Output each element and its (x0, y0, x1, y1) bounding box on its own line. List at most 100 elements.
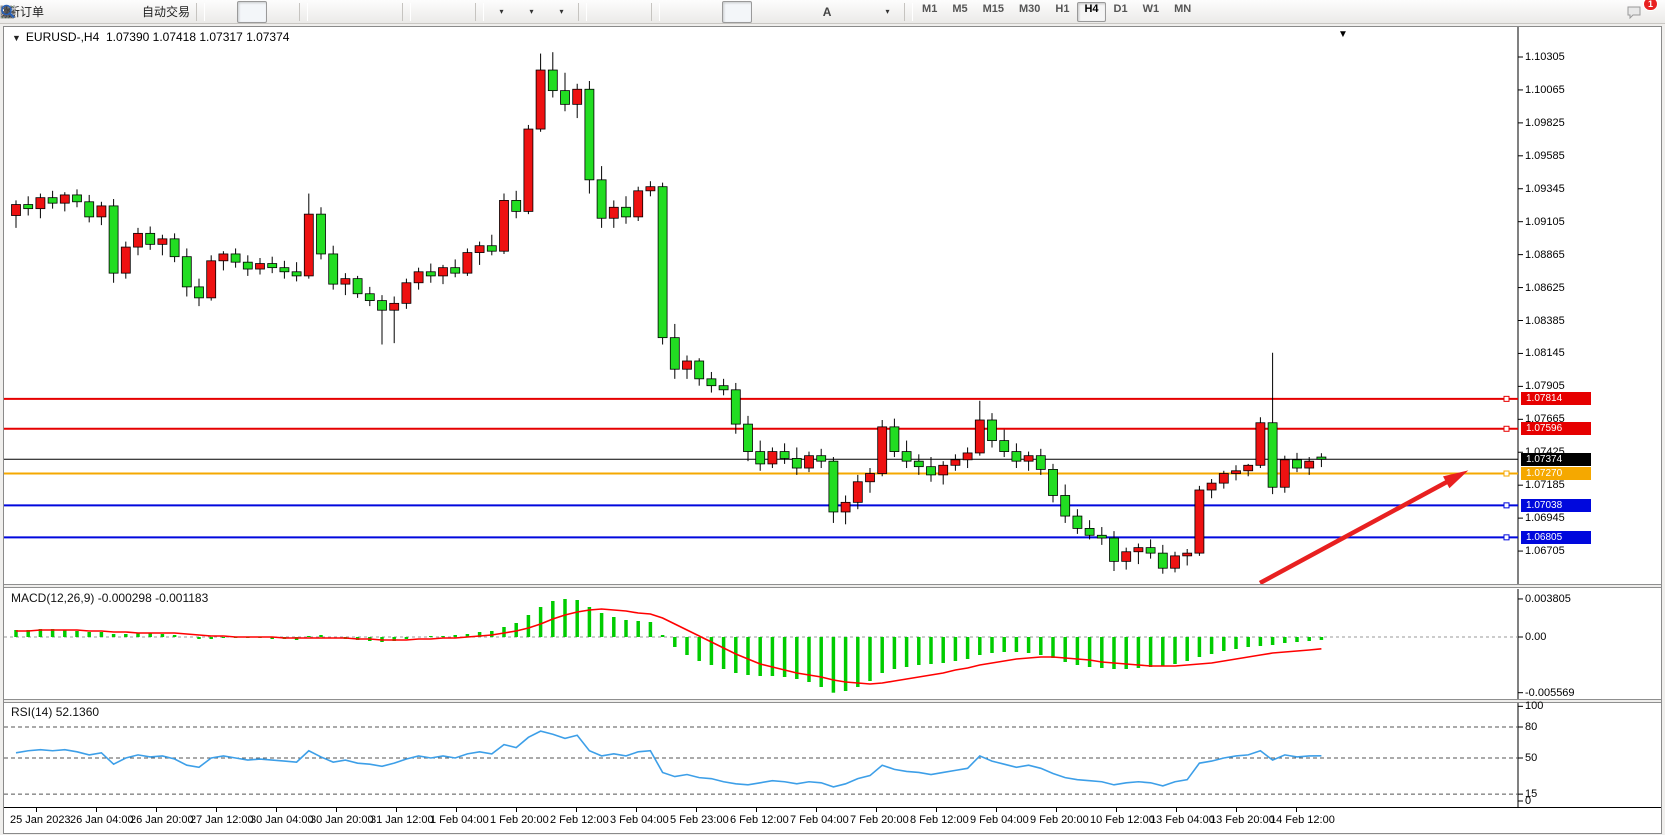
time-axis-tick (936, 808, 937, 812)
time-axis-tick (156, 808, 157, 812)
time-axis-tick (276, 808, 277, 812)
price-level-tag: 1.07270 (1521, 467, 1591, 481)
rsi-line (15, 730, 1322, 788)
macd-value: -0.000298 (97, 591, 152, 605)
time-axis-label: 30 Jan 20:00 (310, 814, 374, 826)
price-tick-label: 1.08145 (1525, 347, 1565, 360)
arrows-button[interactable]: ▾ (2, 1, 902, 23)
time-axis-label: 8 Feb 12:00 (910, 814, 969, 826)
trendline-button[interactable] (1, 0, 753, 23)
price-tick-label: 1.08385 (1525, 314, 1565, 327)
horizontal-line-button[interactable] (1, 1, 722, 23)
chart-shift-marker[interactable]: ▼ (1338, 29, 1348, 40)
line-handle[interactable] (1503, 470, 1510, 477)
timeframe-m15-button[interactable]: M15 (982, 2, 1004, 15)
text-label-button[interactable]: T (0, 1, 872, 23)
time-axis-tick (1056, 808, 1057, 812)
cursor-button[interactable] (4, 1, 619, 23)
auto-scroll-button[interactable] (1, 1, 443, 23)
metaquotes-button[interactable] (1, 1, 78, 23)
time-axis-label: 2 Feb 12:00 (550, 814, 609, 826)
macd-tick-label: -0.005569 (1525, 686, 1575, 699)
time-axis-tick (1116, 808, 1117, 812)
tile-windows-button[interactable] (1, 1, 400, 23)
line-handle[interactable] (1503, 502, 1510, 509)
time-axis-tick (336, 808, 337, 812)
autotrading-button[interactable]: 自动交易 (0, 1, 194, 23)
price-level-tag: 1.07596 (1521, 422, 1591, 436)
price-tick-label: 1.07185 (1525, 479, 1565, 492)
macd-label: MACD(12,26,9) -0.000298 -0.001183 (11, 591, 209, 605)
timeframe-m5-button[interactable]: M5 (952, 2, 968, 15)
chart-window: ▼ EURUSD-,H4 1.07390 1.07418 1.07317 1.07… (3, 26, 1662, 834)
timeframe-h1-button[interactable]: H1 (1055, 2, 1070, 15)
price-tick-label: 1.10065 (1525, 83, 1565, 96)
time-axis-label: 7 Feb 20:00 (850, 814, 909, 826)
chart-shift-button[interactable] (1, 1, 473, 23)
time-axis-label: 1 Feb 20:00 (490, 814, 549, 826)
time-axis-tick (516, 808, 517, 812)
price-tick-label: 1.09825 (1525, 116, 1565, 129)
time-axis-tick (636, 808, 637, 812)
rsi-tick-label: 15 (1525, 788, 1538, 801)
price-tick-label: 1.09345 (1525, 182, 1565, 195)
toolbar-separator (402, 2, 412, 21)
time-axis-label: 25 Jan 2023 (10, 814, 71, 826)
dropdown-arrow: ▾ (499, 7, 504, 16)
line-handle[interactable] (1503, 395, 1510, 402)
zoom-in-button[interactable] (1, 1, 340, 23)
svg-text:T: T (5, 7, 11, 17)
time-axis[interactable]: 25 Jan 2023 26 Jan 04:00 26 Jan 20:00 27 Ja… (4, 807, 1661, 833)
line-handle[interactable] (1503, 425, 1510, 432)
chart-menu-icon[interactable]: ▼ (12, 33, 21, 43)
vertical-line-button[interactable] (5, 1, 692, 23)
time-axis-label: 6 Feb 12:00 (730, 814, 789, 826)
time-axis-label: 26 Jan 20:00 (130, 814, 194, 826)
signals-button[interactable] (0, 1, 138, 23)
panel-divider[interactable] (4, 699, 1661, 703)
crosshair-button[interactable] (1, 1, 649, 23)
fibonacci-button[interactable]: F (1, 1, 812, 23)
templates-button[interactable]: ▾ (0, 1, 576, 23)
time-axis-tick (1176, 808, 1177, 812)
mql5-community-button[interactable] (1, 1, 108, 23)
bar-chart-button[interactable] (1, 1, 237, 23)
time-axis-label: 1 Feb 04:00 (430, 814, 489, 826)
toolbar-separator (904, 2, 914, 21)
rsi-tick-label: 100 (1525, 700, 1544, 713)
text-icon: A (822, 4, 832, 19)
price-tick-label: 1.10305 (1525, 51, 1565, 63)
rsi-panel (4, 703, 1523, 807)
line-chart-button[interactable] (0, 1, 297, 23)
timeframe-m30-button[interactable]: M30 (1019, 2, 1041, 15)
notifications-button[interactable]: 1 (1625, 0, 1658, 23)
rsi-label: RSI(14) 52.1360 (11, 705, 100, 719)
new-chart-button[interactable]: ▾ (0, 1, 516, 23)
price-tick-label: 1.08625 (1525, 281, 1565, 294)
trend-arrow[interactable] (1258, 470, 1469, 584)
timeframe-d1-button[interactable]: D1 (1113, 2, 1128, 15)
timeframe-m1-button[interactable]: M1 (922, 2, 938, 15)
price-tick-label: 1.08865 (1525, 248, 1565, 261)
panel-divider[interactable] (4, 584, 1661, 588)
chat-bubble-icon (1627, 6, 1641, 19)
equidistant-channel-button[interactable]: E (0, 1, 782, 23)
line-handle[interactable] (1503, 534, 1510, 541)
time-axis-tick (756, 808, 757, 812)
timeframe-w1-button[interactable]: W1 (1142, 2, 1160, 15)
time-axis-label: 7 Feb 04:00 (790, 814, 849, 826)
periods-button[interactable]: ▾ (1, 1, 546, 23)
search-button[interactable] (1, 1, 1625, 23)
candlestick-chart-button[interactable] (1, 0, 268, 23)
timeframe-h4-button[interactable]: H4 (1077, 1, 1106, 22)
toolbar-separator (651, 2, 661, 21)
rsi-tick-label: 50 (1525, 751, 1538, 764)
zoom-out-button[interactable] (1, 1, 370, 23)
timeframe-mn-button[interactable]: MN (1174, 2, 1192, 15)
price-tick-label: 1.07905 (1525, 380, 1565, 393)
symbol-period-label: EURUSD-,H4 (25, 30, 100, 44)
time-axis-tick (36, 808, 37, 812)
text-button[interactable]: A (812, 1, 842, 23)
time-axis-tick (216, 808, 217, 812)
